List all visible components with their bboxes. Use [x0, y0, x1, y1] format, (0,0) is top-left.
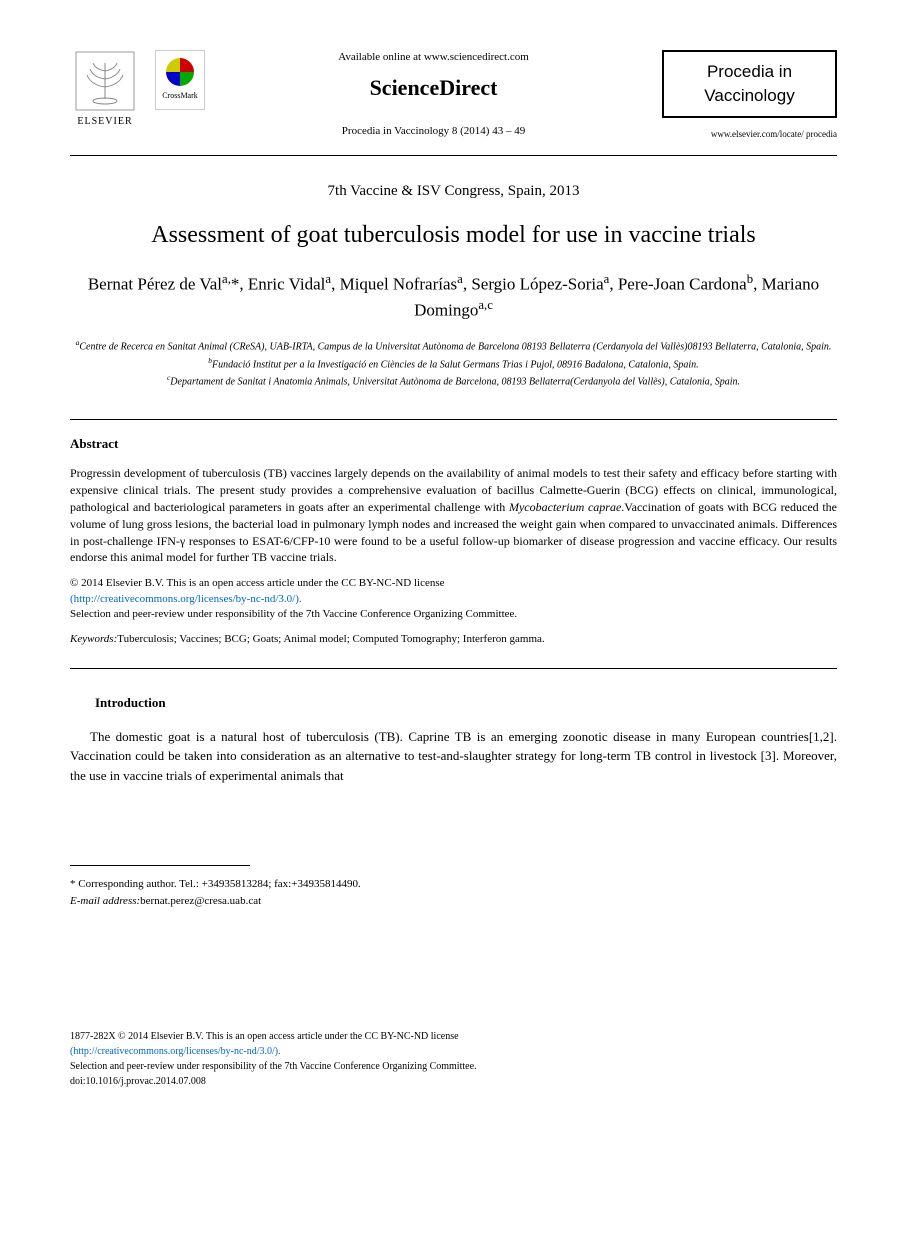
journal-name-line2: Vaccinology: [672, 84, 827, 108]
journal-reference: Procedia in Vaccinology 8 (2014) 43 – 49: [225, 124, 642, 139]
crossmark-circle-icon: [166, 58, 194, 86]
available-online-text: Available online at www.sciencedirect.co…: [225, 50, 642, 65]
abstract-top-divider: [70, 419, 837, 420]
abstract-copyright: © 2014 Elsevier B.V. This is an open acc…: [70, 576, 837, 622]
crossmark-logo[interactable]: CrossMark: [155, 50, 205, 110]
email-label: E-mail address:: [70, 895, 140, 907]
keywords-text: Tuberculosis; Vaccines; BCG; Goats; Anim…: [117, 633, 544, 645]
introduction-heading: Introduction: [95, 694, 837, 712]
affiliations: aCentre de Recerca en Sanitat Animal (CR…: [70, 337, 837, 389]
authors-list: Bernat Pérez de Vala,*, Enric Vidala, Mi…: [70, 271, 837, 322]
header-divider: [70, 155, 837, 156]
header-row: ELSEVIER CrossMark Available online at w…: [70, 50, 837, 140]
crossmark-label: CrossMark: [162, 90, 198, 101]
abstract-text: Progressin development of tuberculosis (…: [70, 465, 837, 566]
journal-name-line1: Procedia in: [672, 60, 827, 84]
article-title: Assessment of goat tuberculosis model fo…: [70, 220, 837, 251]
elsevier-logo[interactable]: ELSEVIER: [70, 50, 140, 130]
peer-review-line: Selection and peer-review under responsi…: [70, 608, 517, 620]
abstract-heading: Abstract: [70, 435, 837, 453]
corresponding-contact: * Corresponding author. Tel.: +349358132…: [70, 876, 837, 893]
keywords-label: Keywords:: [70, 633, 117, 645]
footer-license-link[interactable]: (http://creativecommons.org/licenses/by-…: [70, 1044, 837, 1059]
journal-title-box: Procedia in Vaccinology: [662, 50, 837, 118]
page-footer: 1877-282X © 2014 Elsevier B.V. This is a…: [70, 1029, 837, 1089]
header-right: Procedia in Vaccinology www.elsevier.com…: [662, 50, 837, 140]
event-title: 7th Vaccine & ISV Congress, Spain, 2013: [70, 181, 837, 202]
abstract-bottom-divider: [70, 668, 837, 669]
affiliation-b: bFundació Institut per a la Investigació…: [70, 355, 837, 372]
journal-url[interactable]: www.elsevier.com/locate/ procedia: [662, 128, 837, 141]
copyright-line: © 2014 Elsevier B.V. This is an open acc…: [70, 577, 445, 589]
introduction-text: The domestic goat is a natural host of t…: [70, 727, 837, 786]
license-link[interactable]: (http://creativecommons.org/licenses/by-…: [70, 593, 302, 605]
footer-issn: 1877-282X © 2014 Elsevier B.V. This is a…: [70, 1029, 837, 1044]
keywords-section: Keywords:Tuberculosis; Vaccines; BCG; Go…: [70, 632, 837, 647]
sciencedirect-logo: ScienceDirect: [225, 73, 642, 104]
corresponding-author: * Corresponding author. Tel.: +349358132…: [70, 876, 837, 909]
corresponding-email[interactable]: bernat.perez@cresa.uab.cat: [140, 895, 261, 907]
header-center: Available online at www.sciencedirect.co…: [205, 50, 662, 140]
affiliation-a: aCentre de Recerca en Sanitat Animal (CR…: [70, 337, 837, 354]
footnote-divider: [70, 865, 250, 866]
elsevier-tree-icon: [75, 51, 135, 111]
header-left: ELSEVIER CrossMark: [70, 50, 205, 130]
elsevier-label: ELSEVIER: [77, 115, 132, 129]
footer-doi: doi:10.1016/j.provac.2014.07.008: [70, 1074, 837, 1089]
footer-peer-review: Selection and peer-review under responsi…: [70, 1059, 837, 1074]
affiliation-c: cDepartament de Sanitat i Anatomia Anima…: [70, 372, 837, 389]
